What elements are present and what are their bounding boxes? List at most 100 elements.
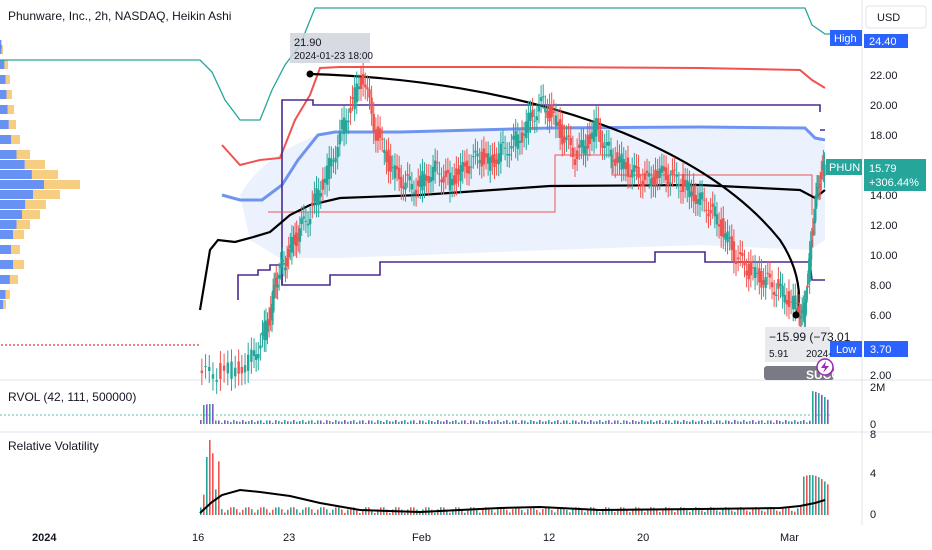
candle-body[interactable]: [705, 209, 708, 211]
candle-body[interactable]: [266, 324, 269, 333]
candle-body[interactable]: [514, 130, 517, 147]
candle-body[interactable]: [745, 270, 748, 276]
candle-body[interactable]: [605, 142, 608, 146]
candle-body[interactable]: [616, 152, 619, 164]
candle-body[interactable]: [694, 194, 697, 204]
candle-body[interactable]: [643, 173, 647, 181]
candle-body[interactable]: [442, 176, 445, 183]
candle-body[interactable]: [656, 170, 659, 179]
candle-body[interactable]: [633, 164, 636, 172]
candle-body[interactable]: [219, 363, 222, 379]
candle-body[interactable]: [796, 302, 799, 304]
candle-body[interactable]: [429, 177, 433, 182]
candle-body[interactable]: [719, 219, 723, 236]
candle-body[interactable]: [315, 188, 318, 206]
candle-body[interactable]: [204, 366, 207, 368]
candle-body[interactable]: [323, 178, 327, 183]
candle-body[interactable]: [758, 268, 761, 283]
candle-body[interactable]: [486, 153, 490, 164]
candle-body[interactable]: [459, 165, 462, 182]
peak-annotation-box[interactable]: [290, 33, 370, 63]
candle-body[interactable]: [813, 209, 817, 224]
candle-body[interactable]: [295, 232, 298, 246]
candle-body[interactable]: [340, 120, 344, 130]
candle-body[interactable]: [423, 174, 426, 187]
candle-body[interactable]: [503, 147, 507, 149]
candle-body[interactable]: [717, 224, 721, 227]
candle-body[interactable]: [349, 107, 352, 113]
candle-body[interactable]: [368, 89, 371, 98]
candle-body[interactable]: [297, 237, 300, 240]
candle-body[interactable]: [261, 332, 264, 336]
candle-body[interactable]: [347, 120, 350, 123]
candle-body[interactable]: [677, 183, 681, 187]
candle-body[interactable]: [567, 135, 570, 138]
candle-body[interactable]: [408, 176, 411, 181]
candle-body[interactable]: [686, 180, 689, 191]
candle-body[interactable]: [364, 84, 367, 88]
candle-body[interactable]: [635, 165, 638, 169]
candle-body[interactable]: [582, 140, 585, 154]
candle-body[interactable]: [417, 180, 420, 187]
candle-body[interactable]: [208, 367, 211, 371]
candle-body[interactable]: [561, 124, 564, 145]
candle-body[interactable]: [482, 148, 486, 165]
candle-body[interactable]: [484, 153, 488, 158]
candle-body[interactable]: [679, 190, 683, 192]
candle-body[interactable]: [252, 350, 256, 357]
candle-body[interactable]: [298, 228, 302, 242]
candle-body[interactable]: [808, 253, 811, 282]
candle-body[interactable]: [433, 160, 437, 172]
candle-body[interactable]: [520, 132, 524, 143]
candle-body[interactable]: [739, 252, 742, 255]
candle-body[interactable]: [393, 165, 397, 179]
candle-body[interactable]: [736, 257, 740, 260]
candle-body[interactable]: [673, 169, 676, 171]
candle-body[interactable]: [711, 203, 714, 207]
candle-body[interactable]: [654, 169, 657, 186]
candle-body[interactable]: [287, 248, 290, 258]
measure-annotation-box[interactable]: [765, 327, 830, 362]
candle-body[interactable]: [664, 167, 668, 181]
candle-body[interactable]: [457, 169, 460, 175]
candle-body[interactable]: [542, 96, 545, 98]
candle-body[interactable]: [580, 140, 583, 148]
candle-body[interactable]: [762, 280, 765, 285]
candle-body[interactable]: [652, 176, 655, 185]
candle-body[interactable]: [554, 115, 558, 127]
candle-body[interactable]: [243, 365, 247, 373]
candle-body[interactable]: [391, 167, 394, 169]
candle-body[interactable]: [747, 263, 750, 280]
candle-body[interactable]: [753, 267, 757, 278]
candle-body[interactable]: [319, 192, 322, 197]
candle-body[interactable]: [811, 230, 815, 236]
candle-body[interactable]: [469, 166, 473, 168]
candle-body[interactable]: [332, 160, 335, 162]
candle-body[interactable]: [480, 151, 483, 167]
candle-body[interactable]: [402, 186, 405, 189]
candle-body[interactable]: [293, 234, 297, 244]
candle-body[interactable]: [772, 291, 776, 296]
candle-body[interactable]: [330, 158, 333, 167]
candle-body[interactable]: [777, 279, 780, 289]
candle-body[interactable]: [461, 161, 464, 172]
candle-body[interactable]: [641, 180, 644, 187]
candle-body[interactable]: [226, 362, 230, 374]
candle-body[interactable]: [667, 175, 670, 186]
candle-body[interactable]: [734, 261, 738, 264]
candle-body[interactable]: [815, 187, 819, 195]
candle-body[interactable]: [760, 271, 763, 288]
candle-body[interactable]: [743, 261, 746, 266]
candle-body[interactable]: [789, 301, 793, 303]
candle-body[interactable]: [766, 272, 769, 274]
candle-body[interactable]: [624, 162, 628, 170]
candle-body[interactable]: [690, 191, 693, 197]
candle-body[interactable]: [366, 87, 369, 90]
candle-body[interactable]: [308, 218, 312, 225]
candle-body[interactable]: [539, 97, 543, 102]
candle-body[interactable]: [250, 349, 253, 362]
candle-body[interactable]: [376, 126, 380, 141]
candle-body[interactable]: [431, 166, 435, 181]
candle-body[interactable]: [573, 159, 577, 165]
